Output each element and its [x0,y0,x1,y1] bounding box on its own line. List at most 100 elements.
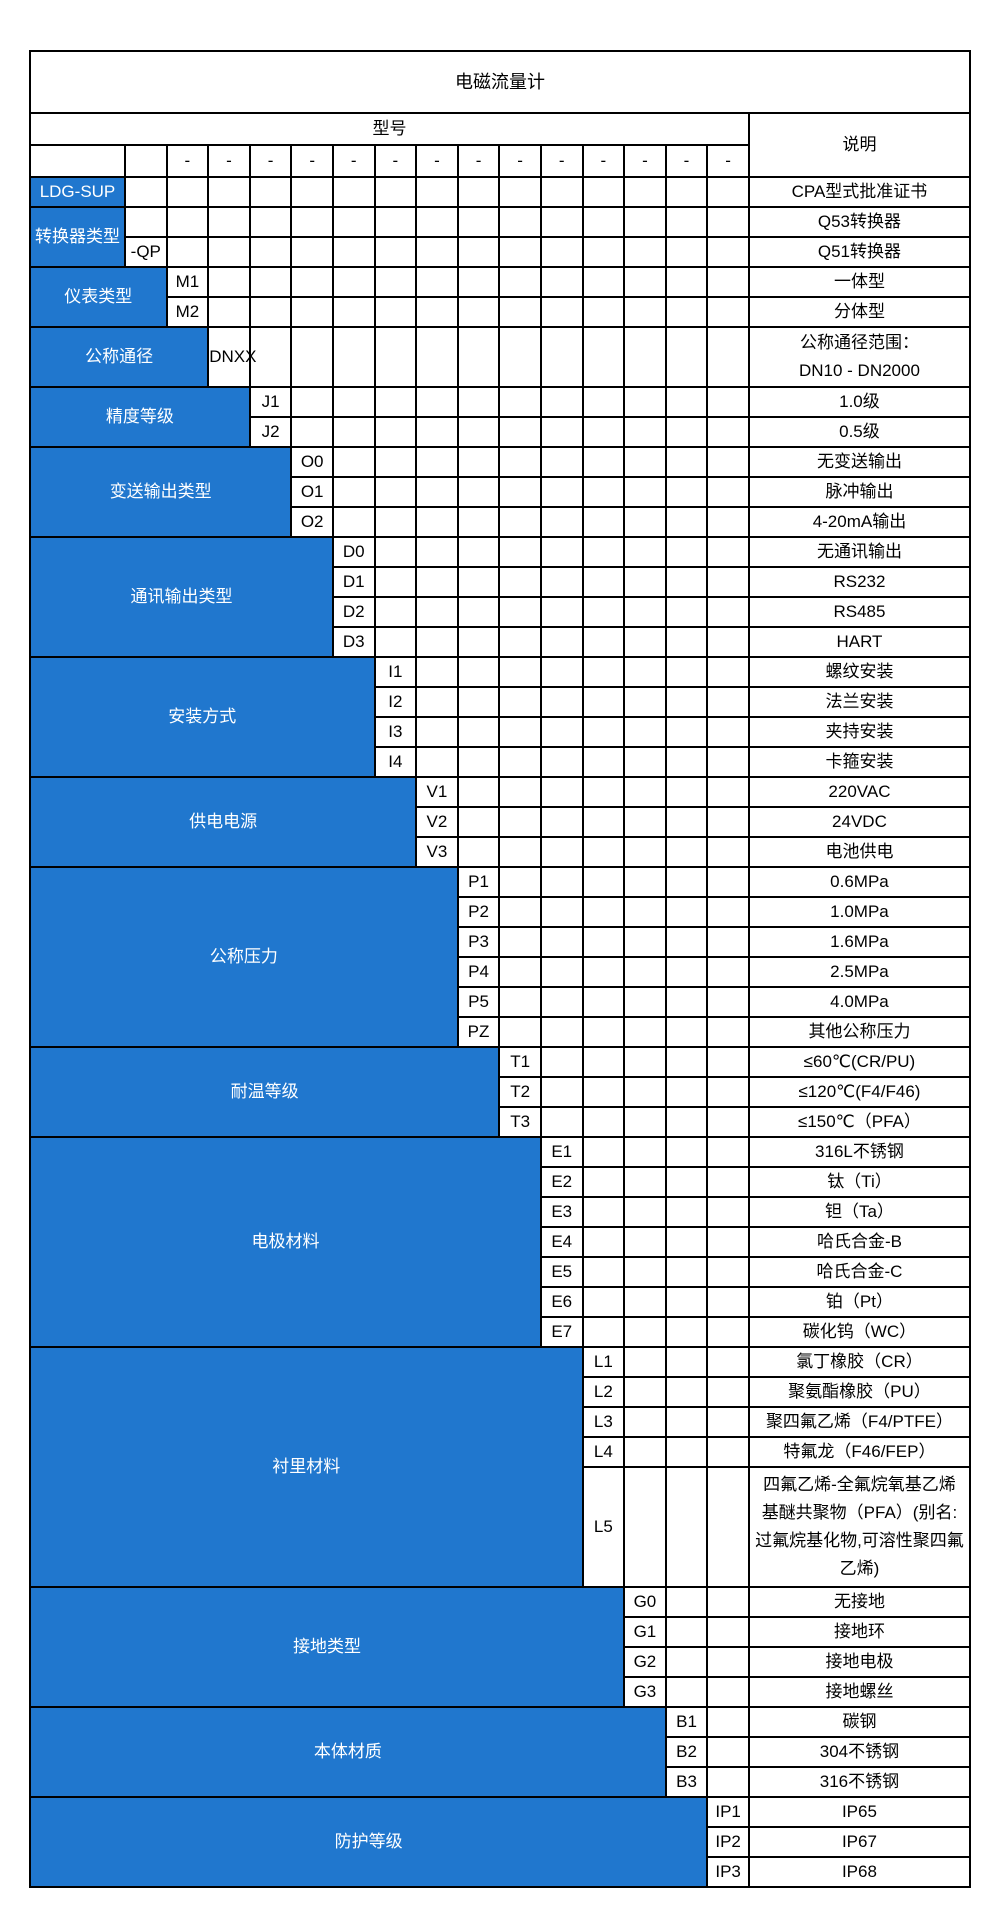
model-code-cell: J2 [248,416,293,448]
empty-grid-cell [706,1706,750,1738]
empty-grid-cell [623,536,667,568]
empty-grid-cell [581,416,626,448]
empty-grid-cell [623,1256,667,1288]
empty-grid-cell [456,746,501,778]
empty-grid-cell [581,866,626,898]
empty-grid-cell [373,566,418,598]
description-cell: 无变送输出 [747,446,972,478]
model-code-cell: M1 [165,266,210,298]
empty-grid-cell [664,266,709,298]
segment-dash-cell: - [498,144,542,178]
empty-grid-cell [664,986,709,1018]
empty-grid-cell [331,416,376,448]
model-code-cell: G3 [623,1676,667,1708]
model-code-cell: B1 [664,1706,709,1738]
empty-grid-cell [706,776,750,808]
empty-grid-cell [623,386,667,418]
description-cell: 分体型 [747,296,972,328]
empty-grid-cell [581,656,626,688]
empty-grid-cell [539,596,584,628]
model-code-cell: P2 [456,896,501,928]
empty-grid-cell [539,506,584,538]
empty-grid-cell [706,1076,750,1108]
empty-grid-cell [706,656,750,688]
empty-grid-cell [664,836,709,868]
empty-grid-cell [706,176,750,208]
description-cell: 公称通径范围： DN10 - DN2000 [747,326,972,388]
empty-grid-cell [539,656,584,688]
empty-grid-cell [456,386,501,418]
spec-row: J2 0.5级 [30,416,972,448]
empty-grid-cell [581,1076,626,1108]
spec-row: E2 钛（Ti） [30,1166,972,1198]
empty-grid-cell [456,836,501,868]
spec-row: D3 HART [30,626,972,658]
empty-grid-cell [456,776,501,808]
empty-grid-cell [415,656,459,688]
model-code-cell: D3 [331,626,376,658]
empty-grid-cell [581,236,626,268]
empty-grid-cell [664,866,709,898]
empty-grid-cell [498,656,542,688]
category-label: 供电电源 [28,776,418,868]
category-label: 防护等级 [28,1796,709,1888]
empty-grid-cell [623,746,667,778]
empty-grid-cell [539,566,584,598]
spec-row: P3 1.6MPa [30,926,972,958]
empty-grid-cell [664,206,709,238]
model-code-cell: I3 [373,716,418,748]
empty-grid-cell [623,806,667,838]
empty-grid-cell [623,1286,667,1318]
description-cell: 电池供电 [747,836,972,868]
empty-grid-cell [706,326,750,388]
empty-grid-cell [290,266,334,298]
description-cell: 无通讯输出 [747,536,972,568]
empty-grid-cell [248,176,293,208]
empty-grid-cell [581,446,626,478]
dash-row: -------------- [29,144,970,178]
spec-row: D2 RS485 [30,596,972,628]
empty-grid-cell [664,926,709,958]
empty-grid-cell [165,206,210,238]
empty-grid-cell [623,1016,667,1048]
empty-grid-cell [664,566,709,598]
empty-grid-cell [581,176,626,208]
empty-grid-cell [664,1106,709,1138]
empty-grid-cell [248,326,293,388]
description-cell: ≤120℃(F4/F46) [747,1076,972,1108]
empty-grid-cell [706,806,750,838]
empty-grid-cell [498,446,542,478]
empty-grid-cell [706,626,750,658]
empty-grid-cell [498,326,542,388]
spec-row: IP3 IP68 [30,1856,972,1888]
empty-grid-cell [539,1046,584,1078]
empty-grid-cell [498,416,542,448]
spec-row: P2 1.0MPa [30,896,972,928]
empty-grid-cell [539,716,584,748]
empty-grid-cell [581,896,626,928]
empty-grid-cell [706,926,750,958]
empty-grid-cell [623,236,667,268]
empty-grid-cell [623,1316,667,1348]
empty-grid-cell [207,266,251,298]
empty-grid-cell [498,266,542,298]
empty-grid-cell [706,1166,750,1198]
spec-row: -QP Q51转换器 [30,236,972,268]
model-selection-table: 电磁流量计 型号 说明 -------------- LDG-SUP CPA型式批… [28,50,972,1888]
model-code-cell: E1 [539,1136,584,1168]
spec-row: O1 脉冲输出 [30,476,972,508]
empty-grid-cell [706,386,750,418]
spec-row: 接地类型 G0 无接地 [28,1586,972,1708]
empty-grid-cell [498,296,542,328]
model-code-cell: P1 [456,866,501,898]
empty-grid-cell [373,236,418,268]
description-cell: 接地电极 [747,1646,972,1678]
empty-grid-cell [664,1316,709,1348]
spec-row: 安装方式 I1 螺纹安装 [29,656,972,778]
category-label: 本体材质 [29,1706,667,1798]
empty-grid-cell [581,806,626,838]
empty-grid-cell [581,956,626,988]
empty-grid-cell [456,566,501,598]
description-cell: IP65 [747,1796,972,1828]
empty-grid-cell [664,386,709,418]
